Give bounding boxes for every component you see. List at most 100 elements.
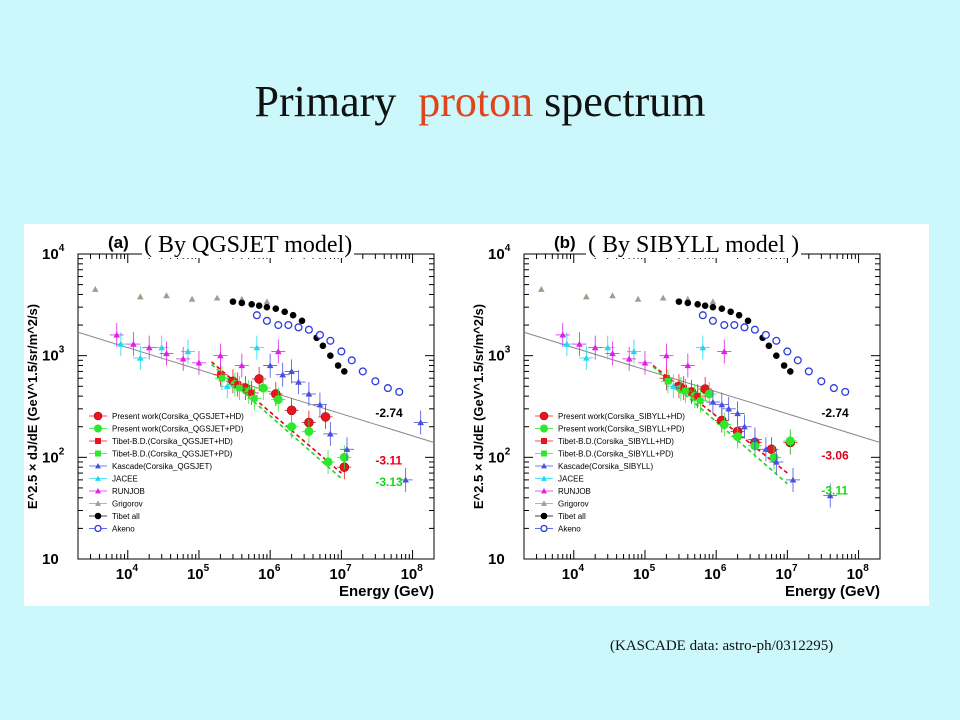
- data-point: [266, 362, 274, 369]
- legend-entry: Grigorov: [112, 500, 143, 509]
- data-point: [295, 378, 302, 385]
- legend-entry: Grigorov: [558, 500, 589, 509]
- legend-marker: [541, 463, 547, 469]
- y-tick-exponent: 4: [59, 243, 65, 254]
- slide-title: Primary proton spectrum: [0, 76, 960, 127]
- data-point: [279, 371, 287, 378]
- legend-marker: [95, 488, 101, 494]
- series-6: [555, 322, 732, 378]
- data-point: [304, 325, 313, 334]
- legend-entry: Tibet all: [112, 512, 140, 521]
- data-point: [664, 377, 672, 385]
- fit-line: [77, 331, 435, 443]
- data-point: [744, 317, 752, 325]
- slope-annotation: -3.13: [375, 475, 403, 489]
- legend: Present work(Corsika_QGSJET+HD) Present w…: [89, 411, 244, 534]
- data-point: [698, 311, 707, 320]
- data-point: [188, 295, 196, 302]
- data-point: [733, 432, 743, 442]
- series-4: [263, 353, 428, 492]
- footnote: (KASCADE data: astro-ph/0312295): [610, 638, 834, 654]
- data-point: [272, 305, 280, 312]
- data-point: [634, 295, 642, 302]
- data-point: [213, 294, 221, 301]
- y-tick-label: 102: [42, 446, 65, 466]
- data-point: [727, 308, 735, 316]
- data-point: [741, 423, 748, 430]
- chart-panel-a: (a) 104 105 106 107 108 10 102 103 104 Energy (GeV…: [25, 233, 435, 600]
- data-point: [320, 412, 331, 422]
- data-point: [305, 390, 313, 397]
- data-point: [217, 352, 224, 359]
- y-axis-label: E^2.5 × dJ/dE (GeV^1.5/sr/m^2/s): [471, 304, 486, 509]
- data-point: [699, 344, 707, 351]
- data-point: [343, 445, 351, 452]
- data-point: [625, 355, 633, 362]
- slope-annotation: -2.74: [821, 406, 849, 420]
- y-tick-label: 10: [42, 551, 59, 568]
- data-point: [158, 344, 166, 351]
- data-point: [395, 387, 404, 396]
- data-point: [559, 331, 567, 338]
- series-4: [705, 390, 838, 508]
- data-point: [113, 331, 121, 338]
- data-point: [787, 368, 794, 375]
- plot-area: (a) 104 105 106 107 108 10 102 103 104 Energy (GeV…: [24, 224, 929, 606]
- data-point: [682, 387, 689, 395]
- data-point: [697, 397, 704, 405]
- panel-label: (a): [108, 233, 129, 252]
- y-tick-label: 103: [42, 345, 65, 365]
- data-point: [701, 302, 709, 310]
- data-point: [785, 436, 795, 446]
- legend-marker: [95, 475, 101, 481]
- data-point: [402, 476, 409, 483]
- series-7: [92, 285, 271, 305]
- data-point: [304, 426, 314, 436]
- data-point: [358, 367, 367, 376]
- legend-entry: Present work(Corsika_QGSJET+PD): [112, 425, 244, 434]
- x-tick-label: 106: [704, 563, 727, 583]
- data-point: [334, 362, 342, 369]
- x-tick-exponent: 4: [578, 563, 584, 574]
- x-tick-label: 106: [258, 563, 281, 583]
- title-part-spectrum: spectrum: [544, 77, 706, 126]
- data-point: [254, 374, 264, 384]
- data-point: [720, 348, 728, 355]
- data-point: [281, 308, 289, 316]
- data-point: [92, 285, 99, 292]
- data-point: [609, 292, 616, 299]
- data-point: [137, 293, 144, 300]
- data-point: [248, 389, 255, 397]
- data-point: [694, 392, 701, 400]
- data-point: [734, 410, 741, 417]
- data-point: [323, 457, 333, 467]
- x-tick-exponent: 7: [346, 563, 352, 574]
- data-point: [255, 302, 263, 310]
- data-point: [609, 350, 616, 357]
- data-point: [163, 292, 170, 299]
- data-point: [709, 303, 717, 311]
- data-point: [841, 387, 850, 396]
- x-tick-label: 105: [633, 563, 656, 583]
- data-point: [563, 340, 571, 347]
- data-point: [274, 348, 282, 355]
- data-point: [725, 405, 733, 412]
- legend-marker: [93, 411, 103, 421]
- data-point: [248, 301, 255, 308]
- data-point: [217, 371, 224, 378]
- data-point: [252, 311, 261, 320]
- data-point: [229, 298, 237, 305]
- data-point: [591, 344, 599, 351]
- data-point: [137, 354, 144, 361]
- x-axis-label: Energy (GeV): [785, 583, 880, 600]
- data-point: [761, 330, 770, 339]
- data-point: [130, 340, 137, 347]
- series-9: [252, 311, 404, 396]
- y-tick-exponent: 2: [505, 446, 511, 457]
- chart-panel-b: (b) 104 105 106 107 108 10 102 103 104 Energy (GeV…: [471, 233, 881, 600]
- series-3: [214, 366, 262, 411]
- data-point: [286, 405, 297, 416]
- data-point: [583, 354, 590, 361]
- data-point: [117, 340, 125, 347]
